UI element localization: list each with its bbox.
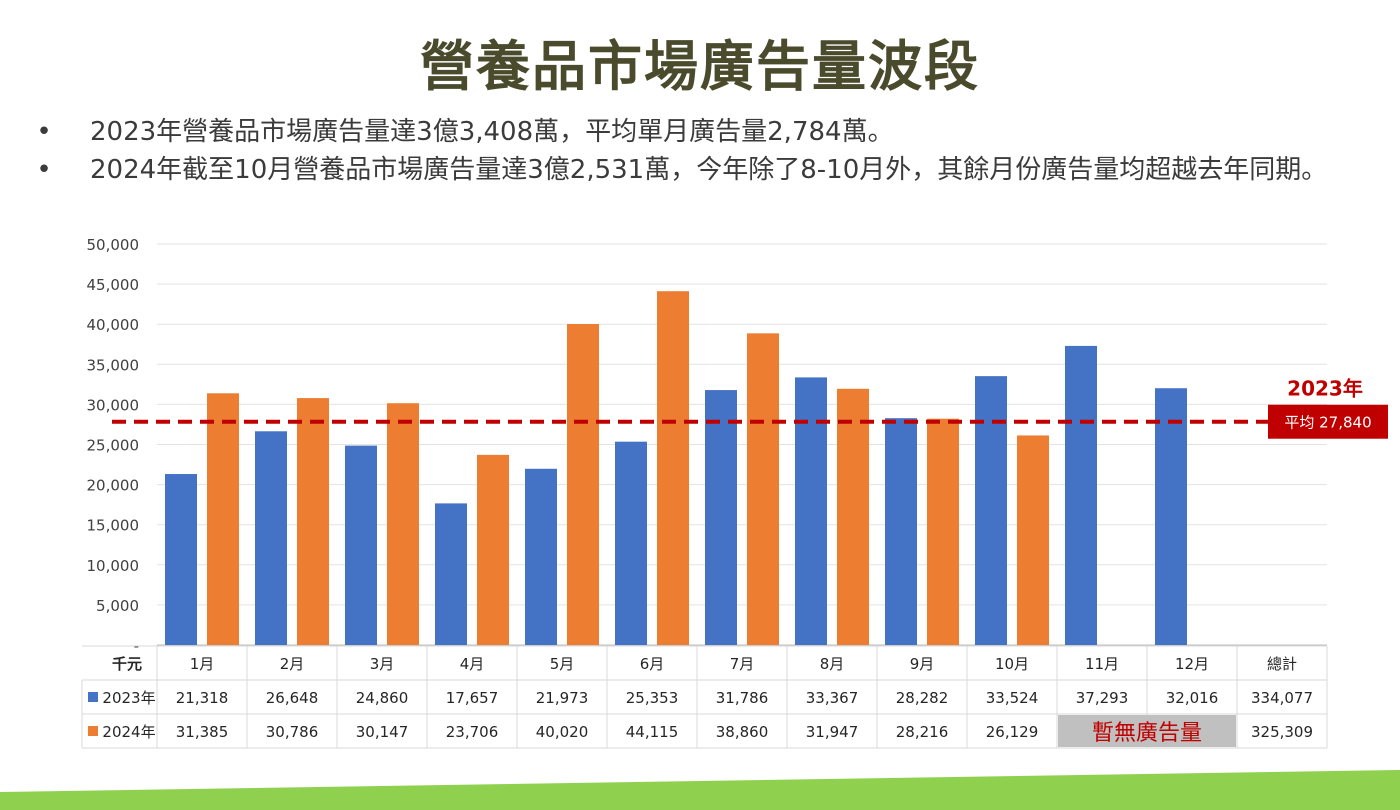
- average-label: 平均 27,840: [1284, 414, 1371, 432]
- y-tick-label: 20,000: [87, 477, 140, 495]
- data-label: 44,115: [626, 723, 679, 741]
- bar-2024: [477, 454, 509, 645]
- average-year-label: 2023年: [1287, 377, 1363, 401]
- x-tick-label: 3月: [370, 655, 395, 673]
- x-tick-label: 8月: [820, 655, 845, 673]
- bar-2023: [975, 376, 1007, 645]
- bar-chart: -5,00010,00015,00020,00025,00030,00035,0…: [81, 236, 1388, 749]
- bar-2023: [705, 390, 737, 645]
- x-tick-label: 6月: [640, 655, 665, 673]
- data-label: 26,129: [986, 723, 1039, 741]
- x-tick-label: 10月: [995, 655, 1029, 673]
- no-data-cell: [1058, 715, 1236, 747]
- bar-2024: [747, 333, 779, 645]
- data-label: 31,385: [176, 723, 229, 741]
- bar-2023: [1155, 388, 1187, 645]
- bar-2023: [615, 441, 647, 645]
- total-header: 總計: [1267, 655, 1297, 673]
- bar-2023: [435, 503, 467, 645]
- bar-2023: [1065, 345, 1097, 645]
- data-label: 37,293: [1076, 689, 1129, 707]
- bar-2024: [837, 388, 869, 645]
- data-label: 24,860: [356, 689, 409, 707]
- x-tick-label: 7月: [730, 655, 755, 673]
- bullet-item: • 2024年截至10月營養品市場廣告量達3億2,531萬，今年除了8-10月外…: [34, 152, 1354, 188]
- data-label: 25,353: [626, 689, 679, 707]
- bar-2023: [165, 474, 197, 645]
- legend-swatch-2023: [88, 692, 98, 702]
- total-value: 325,309: [1251, 723, 1313, 741]
- data-label: 23,706: [446, 723, 499, 741]
- summary-bullets: • 2023年營養品市場廣告量達3億3,408萬，平均單月廣告量2,784萬。 …: [34, 114, 1354, 190]
- data-label: 21,318: [176, 689, 229, 707]
- data-label: 28,216: [896, 723, 949, 741]
- bar-2024: [927, 418, 959, 645]
- data-label: 32,016: [1166, 689, 1219, 707]
- legend-swatch-2024: [88, 726, 98, 736]
- no-data-label: 暫無廣告量: [1092, 721, 1202, 746]
- bar-2024: [297, 398, 329, 645]
- bar-2024: [1017, 435, 1049, 645]
- data-label: 33,367: [806, 689, 859, 707]
- bullet-dot-icon: •: [36, 155, 52, 185]
- data-label: 17,657: [446, 689, 499, 707]
- bar-2024: [387, 403, 419, 645]
- bullet-text-2024: 2024年截至10月營養品市場廣告量達3億2,531萬，今年除了8-10月外，其…: [90, 155, 1328, 185]
- y-tick-label: 40,000: [87, 316, 140, 334]
- data-label: 33,524: [986, 689, 1039, 707]
- x-tick-label: 2月: [280, 655, 305, 673]
- average-label-box: [1268, 404, 1388, 439]
- page-title: 營養品市場廣告量波段: [420, 35, 980, 98]
- bullet-item: • 2023年營養品市場廣告量達3億3,408萬，平均單月廣告量2,784萬。: [34, 114, 1354, 150]
- bar-2024: [657, 291, 689, 645]
- bar-2023: [885, 418, 917, 645]
- bar-2024: [567, 324, 599, 645]
- x-tick-label: 5月: [550, 655, 575, 673]
- data-label: 31,786: [716, 689, 769, 707]
- bar-2023: [795, 377, 827, 645]
- bullet-text-2023: 2023年營養品市場廣告量達3億3,408萬，平均單月廣告量2,784萬。: [90, 117, 894, 147]
- bullet-dot-icon: •: [36, 117, 52, 147]
- y-tick-label: 10,000: [87, 557, 140, 575]
- y-tick-label: 35,000: [87, 356, 140, 374]
- data-label: 28,282: [896, 689, 949, 707]
- data-label: 38,860: [716, 723, 769, 741]
- data-label: 31,947: [806, 723, 859, 741]
- bar-2023: [255, 431, 287, 645]
- footer-green-band: [0, 770, 1400, 810]
- y-tick-label: 45,000: [87, 276, 140, 294]
- data-label: 21,973: [536, 689, 589, 707]
- data-label: 26,648: [266, 689, 319, 707]
- data-label: 30,786: [266, 723, 319, 741]
- y-tick-label: 30,000: [87, 396, 140, 414]
- x-tick-label: 12月: [1175, 655, 1209, 673]
- y-tick-label: 5,000: [96, 597, 139, 615]
- total-value: 334,077: [1251, 689, 1313, 707]
- bar-2023: [345, 445, 377, 645]
- y-tick-label: 25,000: [87, 437, 140, 455]
- legend-label-2024: 2024年: [102, 723, 155, 741]
- data-label: 40,020: [536, 723, 589, 741]
- legend-label-2023: 2023年: [102, 689, 155, 707]
- bar-2024: [207, 393, 239, 645]
- x-tick-label: 9月: [910, 655, 935, 673]
- y-tick-label: 15,000: [87, 517, 140, 535]
- y-tick-label: 50,000: [87, 236, 140, 254]
- data-label: 30,147: [356, 723, 409, 741]
- unit-label: 千元: [112, 655, 142, 673]
- bar-2023: [525, 468, 557, 645]
- x-tick-label: 11月: [1085, 655, 1119, 673]
- x-tick-label: 1月: [190, 655, 215, 673]
- x-tick-label: 4月: [460, 655, 485, 673]
